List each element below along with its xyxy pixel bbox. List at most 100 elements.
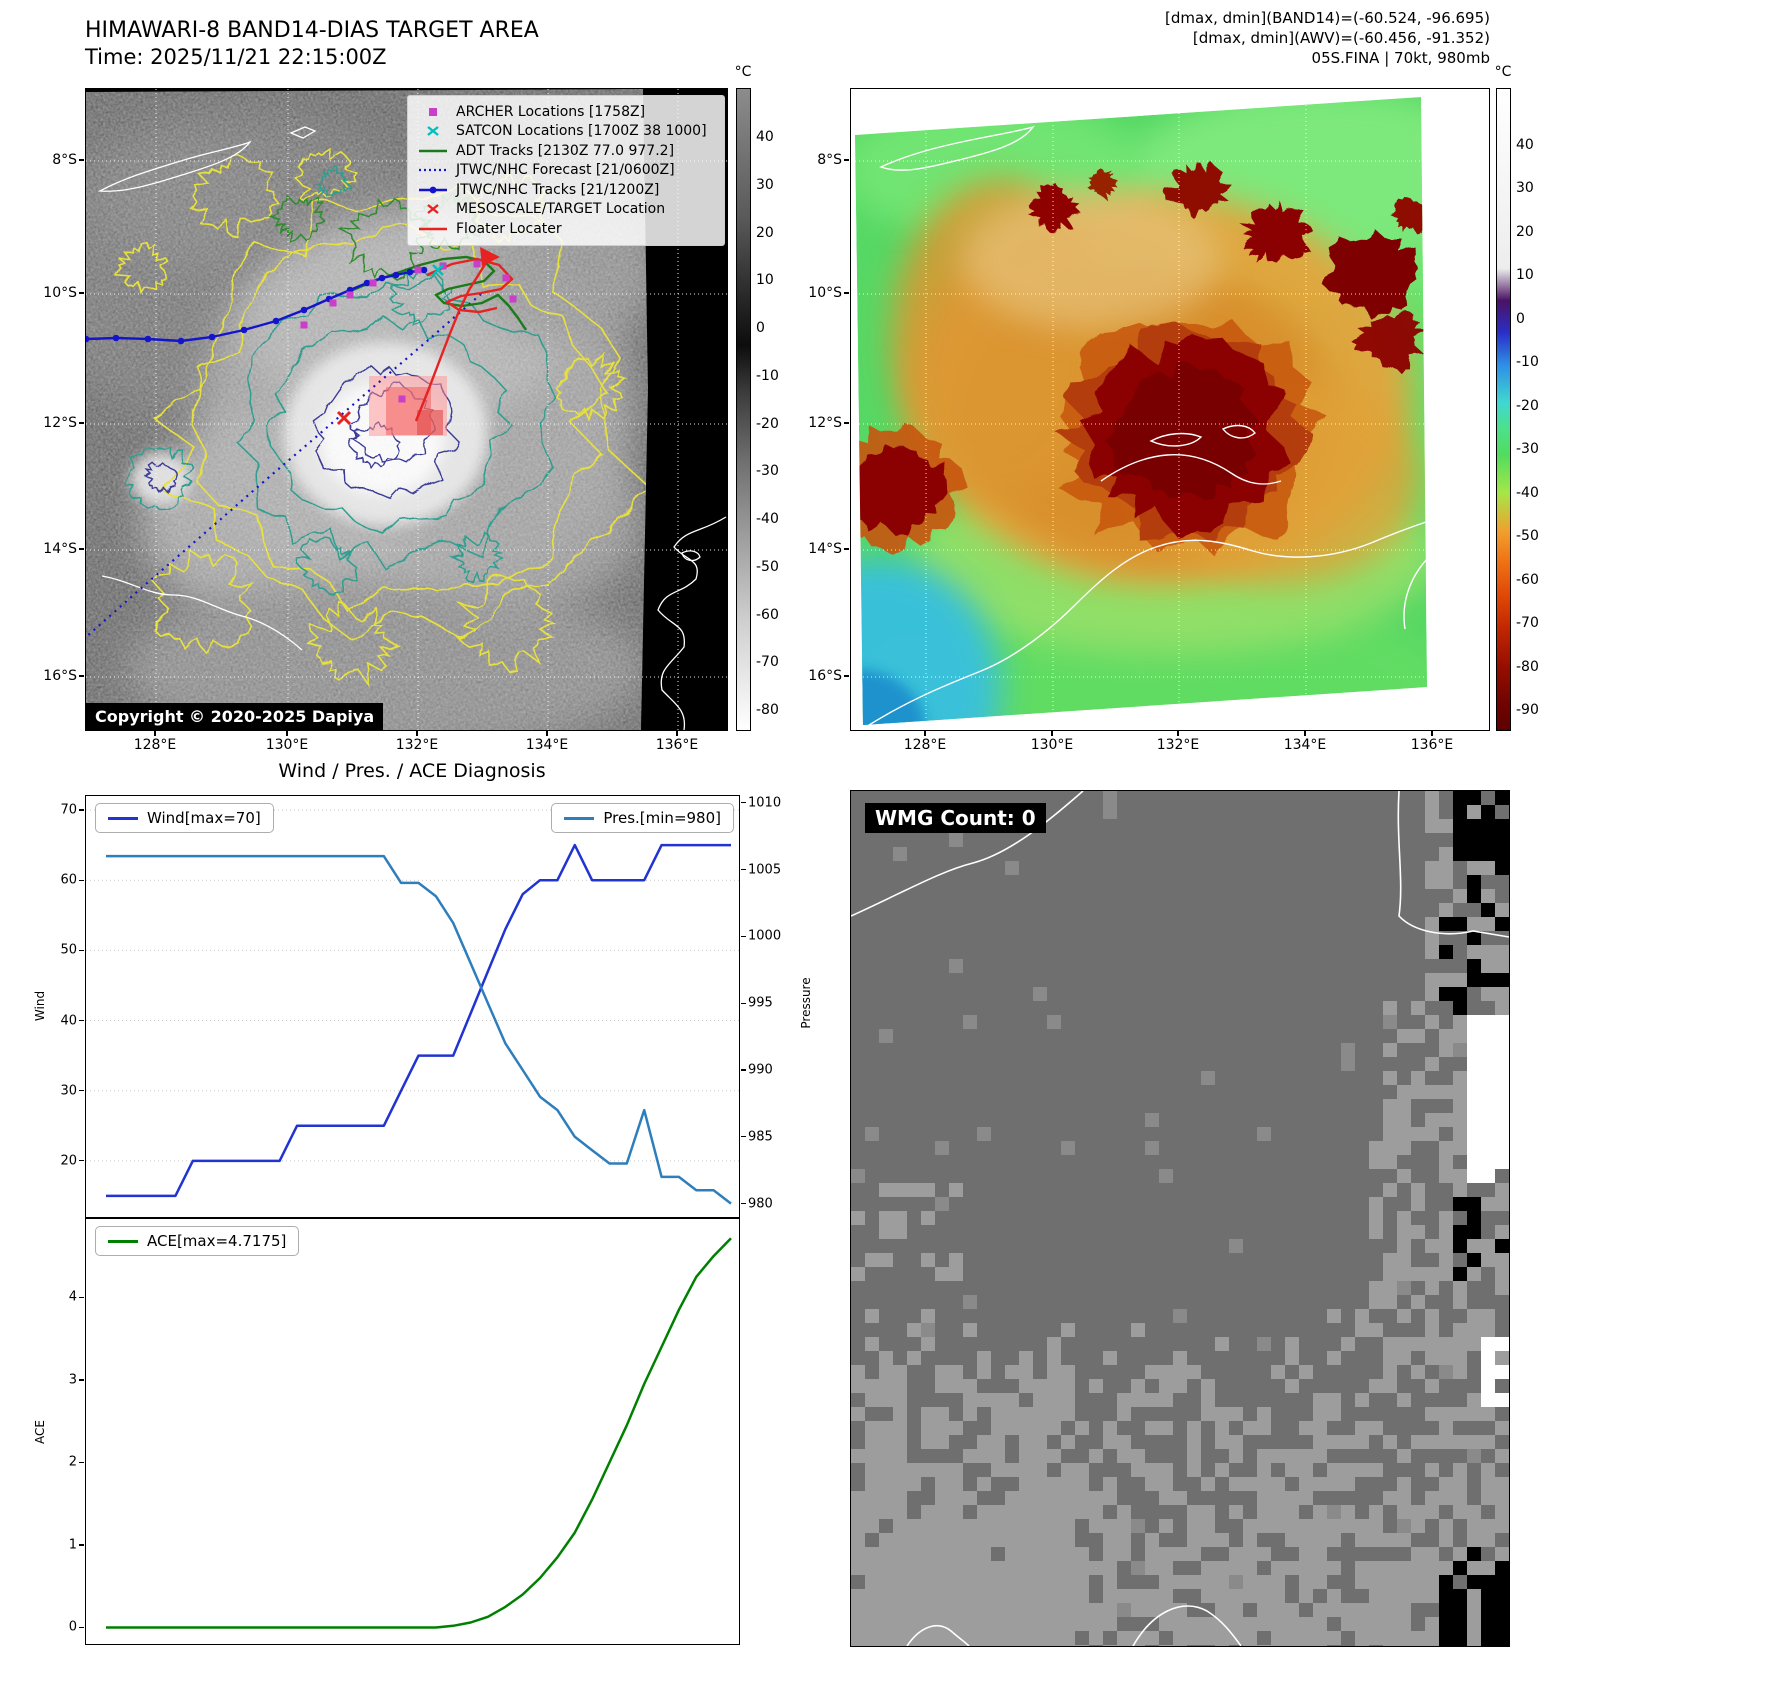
legend-marker-square-icon xyxy=(429,107,437,116)
wind-axis-label: Wind xyxy=(33,990,47,1022)
wind-pressure-chart xyxy=(85,795,740,1218)
axis-tick-label: 14°S xyxy=(43,541,77,557)
forecast-track xyxy=(86,293,482,638)
ace-legend-label: ACE[max=4.7175] xyxy=(147,1232,287,1250)
tick-mark xyxy=(844,292,849,294)
legend-item-label: JTWC/NHC Tracks [21/1200Z] xyxy=(456,181,660,198)
axis-tick-label: 1010 xyxy=(748,795,782,811)
ace-axis-label: ACE xyxy=(33,1420,47,1444)
axis-tick-label: 2 xyxy=(68,1454,77,1470)
tick-mark xyxy=(741,1002,746,1004)
axis-tick-label: 8°S xyxy=(817,152,842,168)
axis-tick-label: 985 xyxy=(748,1129,773,1145)
colorbar-unit-label: °C xyxy=(734,64,752,80)
legend-marker-line-icon xyxy=(419,149,447,152)
ace-plot xyxy=(106,1237,732,1629)
colorbar-tick-label: 40 xyxy=(756,129,774,145)
ace-legend-line xyxy=(108,1239,138,1243)
legend-item: Floater Locater xyxy=(416,219,716,239)
tick-mark xyxy=(79,1296,84,1298)
tick-mark xyxy=(546,731,548,736)
colorbar-tick-label: -80 xyxy=(1516,658,1539,675)
colorbar-tick-label: -10 xyxy=(756,367,779,384)
wind-pressure-plot xyxy=(86,809,739,1205)
colorbar-tick-label: -40 xyxy=(756,511,779,527)
wmg-count-label: WMG Count: 0 xyxy=(865,803,1046,833)
axis-tick-label: 16°S xyxy=(808,668,842,684)
info-awv-dmax: [dmax, dmin](AWV)=(-60.456, -91.352) xyxy=(1192,29,1490,47)
colorbar-tick-label: -10 xyxy=(1516,354,1539,371)
fix-markers xyxy=(300,260,517,426)
series-line-ace xyxy=(106,1237,732,1629)
coastlines xyxy=(868,125,1430,726)
axis-tick-label: 1005 xyxy=(748,862,782,877)
axis-tick-label: 1000 xyxy=(748,928,782,944)
axis-tick-label: 0 xyxy=(68,1619,77,1635)
tick-mark xyxy=(1431,731,1433,736)
tick-mark xyxy=(741,1136,746,1138)
wind-legend-label: Wind[max=70] xyxy=(147,809,261,827)
colorbar-tick-label: -40 xyxy=(1516,484,1539,501)
tick-mark xyxy=(741,802,746,804)
info-band14-dmax: [dmax, dmin](BAND14)=(-60.524, -96.695) xyxy=(1165,9,1490,27)
colorbar-tick-label: 10 xyxy=(756,272,774,289)
tick-mark xyxy=(1304,731,1306,736)
legend-marker-dotted-line-icon xyxy=(419,169,447,172)
archer-marker xyxy=(414,266,422,274)
axis-tick-label: 995 xyxy=(748,995,773,1011)
legend-marker-x-icon xyxy=(427,204,439,215)
figure-timestamp: Time: 2025/11/21 22:15:00Z xyxy=(85,45,387,69)
legend-item-label: JTWC/NHC Forecast [21/0600Z] xyxy=(456,162,675,179)
tick-mark xyxy=(79,1160,84,1162)
legend-item-label: MESOSCALE/TARGET Location xyxy=(456,201,666,218)
legend-item-label: SATCON Locations [1700Z 38 1000] xyxy=(456,123,707,140)
axis-tick-label: 136°E xyxy=(1410,737,1454,753)
axis-tick-label: 16°S xyxy=(43,668,77,684)
colorbar-tick-label: -30 xyxy=(1516,441,1539,458)
coastlines xyxy=(97,126,727,730)
archer-marker xyxy=(473,260,481,268)
axis-tick-label: 1 xyxy=(68,1537,77,1553)
colorbar-tick-label: -80 xyxy=(756,702,779,718)
tick-mark xyxy=(79,1461,84,1464)
axis-tick-label: 60 xyxy=(60,872,77,888)
axis-tick-label: 4 xyxy=(68,1289,77,1305)
floater-track xyxy=(414,260,489,422)
wmg-map-image xyxy=(851,791,1509,1646)
storm-tracks xyxy=(86,247,527,638)
awv-colorbar xyxy=(1496,88,1511,731)
coastlines xyxy=(851,791,1509,1646)
legend-item-label: Floater Locater xyxy=(456,220,562,237)
legend-item: ARCHER Locations [1758Z] xyxy=(416,102,716,122)
pressure-legend-label: Pres.[min=980] xyxy=(603,809,721,827)
band14-colorbar xyxy=(736,88,751,731)
wmg-map-panel: WMG Count: 0 xyxy=(850,790,1510,1647)
series-line-pressure xyxy=(106,854,732,1205)
colorbar-tick-label: -90 xyxy=(1516,701,1539,718)
axis-tick-label: 10°S xyxy=(43,285,77,301)
archer-marker xyxy=(509,295,517,303)
colorbar-tick-label: 30 xyxy=(1516,180,1534,197)
tick-mark xyxy=(79,675,84,677)
colorbar-tick-label: 10 xyxy=(1516,267,1534,284)
tick-mark xyxy=(741,868,746,871)
tick-mark xyxy=(79,809,84,811)
tick-mark xyxy=(924,731,926,736)
archer-marker xyxy=(398,395,406,403)
map-legend: ARCHER Locations [1758Z] SATCON Locations… xyxy=(407,95,725,246)
wind-legend: Wind[max=70] xyxy=(95,803,274,833)
legend-item-label: ARCHER Locations [1758Z] xyxy=(456,103,646,120)
floater-arrow xyxy=(480,247,500,266)
archer-marker xyxy=(329,299,337,307)
copyright-label: Copyright © 2020-2025 Dapiya xyxy=(86,703,384,730)
tick-mark xyxy=(741,1069,746,1071)
colorbar-tick-label: -60 xyxy=(756,606,779,623)
axis-tick-label: 130°E xyxy=(265,737,309,753)
colorbar-tick-label: -60 xyxy=(1516,571,1539,588)
legend-item: SATCON Locations [1700Z 38 1000] xyxy=(416,122,716,142)
legend-item-label: ADT Tracks [2130Z 77.0 977.2] xyxy=(456,142,675,159)
axis-tick-label: 30 xyxy=(60,1083,77,1099)
floater-track xyxy=(426,257,514,314)
tick-mark xyxy=(79,422,84,424)
